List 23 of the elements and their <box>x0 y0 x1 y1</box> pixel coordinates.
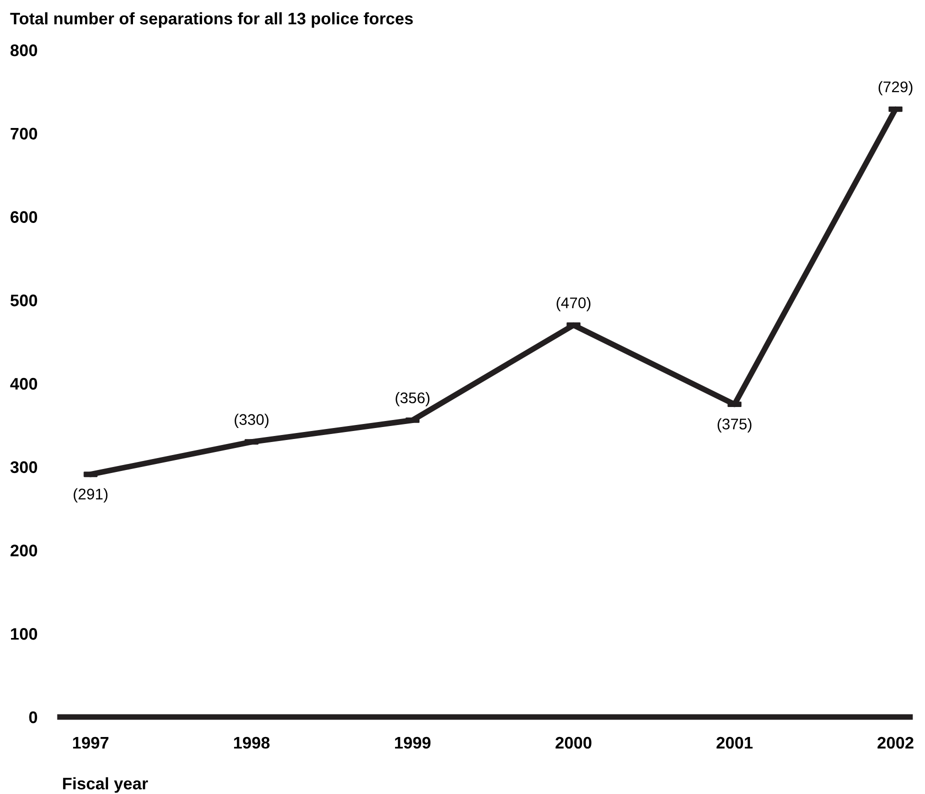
y-tick-label: 200 <box>10 544 38 556</box>
y-tick-label: 800 <box>10 44 38 56</box>
data-label: (729) <box>878 81 912 96</box>
x-tick-label: 1997 <box>73 736 108 749</box>
x-tick-label: 1998 <box>234 736 270 749</box>
y-tick-label: 0 <box>29 711 38 724</box>
y-tick-label: 700 <box>10 128 38 140</box>
x-tick-label: 2002 <box>878 736 914 749</box>
x-tick-label: 1999 <box>395 736 430 749</box>
y-tick-label: 600 <box>10 211 38 223</box>
data-label: (291) <box>74 488 108 502</box>
data-label: (375) <box>718 418 752 432</box>
data-label: (330) <box>234 414 268 428</box>
y-tick-label: 100 <box>11 628 38 640</box>
data-label: (356) <box>396 392 430 406</box>
x-tick-label: 2001 <box>716 736 753 749</box>
x-axis-title: Fiscal year <box>63 777 148 793</box>
y-tick-label: 300 <box>10 461 38 474</box>
data-label: (470) <box>556 297 590 312</box>
y-tick-label: 400 <box>10 378 38 390</box>
y-tick-label: 500 <box>10 294 38 306</box>
x-tick-label: 2000 <box>556 736 592 749</box>
chart-title: Total number of separations for all 13 police forces <box>10 12 413 28</box>
